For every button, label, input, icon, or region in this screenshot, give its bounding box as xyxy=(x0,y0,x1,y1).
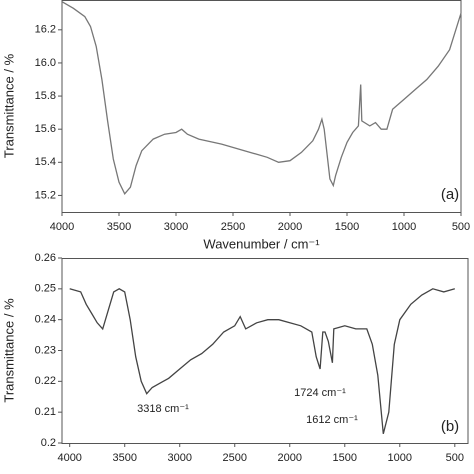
x-tick-label: 4000 xyxy=(50,221,74,233)
x-tick-label: 3500 xyxy=(112,452,136,464)
y-axis-label: Transmittance / % xyxy=(1,298,16,403)
annotation: 1612 cm⁻¹ xyxy=(306,414,358,426)
x-tick-label: 500 xyxy=(446,452,464,464)
annotation: (a) xyxy=(441,186,459,203)
y-tick-label: 0.21 xyxy=(35,406,56,418)
x-axis-label: Wavenumber / cm⁻¹ xyxy=(203,236,320,251)
x-tick-label: 1000 xyxy=(392,221,416,233)
y-tick-label: 16.2 xyxy=(35,24,56,36)
plot-frame xyxy=(61,0,462,213)
x-tick-label: 2000 xyxy=(278,452,302,464)
x-tick-label: 500 xyxy=(452,221,470,233)
spectrum-line xyxy=(69,288,455,434)
y-tick-label: 0.25 xyxy=(35,283,56,295)
x-tick-label: 3500 xyxy=(107,221,131,233)
y-tick-label: 0.23 xyxy=(35,344,56,356)
y-tick-label: 0.2 xyxy=(41,437,56,449)
y-tick-label: 0.26 xyxy=(35,252,56,264)
x-tick-label: 2000 xyxy=(278,221,302,233)
x-tick-label: 3000 xyxy=(164,221,188,233)
y-tick-label: 0.24 xyxy=(35,314,56,326)
y-tick-label: 16.0 xyxy=(35,57,56,69)
x-tick-label: 1500 xyxy=(335,221,359,233)
plot-frame xyxy=(61,258,469,444)
x-tick-label: 1000 xyxy=(388,452,412,464)
x-tick-label: 2500 xyxy=(223,452,247,464)
y-tick-label: 15.4 xyxy=(35,156,56,168)
x-tick-label: 1500 xyxy=(333,452,357,464)
y-tick-label: 15.8 xyxy=(35,90,56,102)
spectrum-line xyxy=(61,1,462,195)
x-tick-label: 4000 xyxy=(57,452,81,464)
y-tick-label: 0.22 xyxy=(35,375,56,387)
x-tick-label: 3000 xyxy=(167,452,191,464)
y-tick-label: 15.6 xyxy=(35,123,56,135)
annotation: 3318 cm⁻¹ xyxy=(137,403,189,415)
y-tick-label: 15.2 xyxy=(35,189,56,201)
x-tick-label: 2500 xyxy=(221,221,245,233)
y-axis-label: Transmittance / % xyxy=(1,53,16,158)
annotation: (b) xyxy=(441,418,459,435)
annotation: 1724 cm⁻¹ xyxy=(294,387,346,399)
